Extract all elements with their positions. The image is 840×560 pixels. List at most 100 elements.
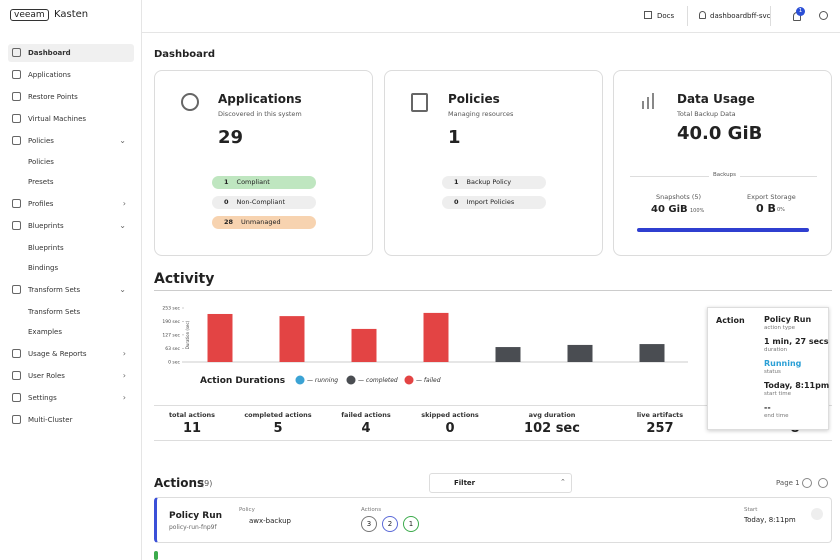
- activity-chart: 0 sec 63 sec 127 sec 190 sec 253 sec Duration…: [162, 306, 688, 386]
- nav-item[interactable]: Virtual Machines: [8, 110, 134, 128]
- tooltip-value: Today, 8:11pm: [764, 381, 830, 390]
- nav-item[interactable]: Multi-Cluster: [8, 411, 134, 429]
- stat-value: 4: [361, 421, 371, 436]
- y-axis-label: Duration (sec): [185, 320, 190, 349]
- action-name: Policy Run: [169, 511, 223, 521]
- notification-badge: 1: [796, 7, 805, 16]
- user-menu[interactable]: dashboardbff-svc: [710, 12, 771, 20]
- docs-icon: [644, 11, 652, 19]
- card-total: 40.0 GiB: [677, 123, 763, 144]
- legend-swatch: [346, 375, 356, 385]
- nav-icon: [12, 393, 21, 402]
- snapshots-label: Snapshots (5): [656, 193, 702, 201]
- nav-item[interactable]: Dashboard: [8, 44, 134, 62]
- theme-toggle[interactable]: [819, 11, 828, 20]
- pagination: Page 1: [776, 479, 800, 487]
- tooltip: Action Policy Run action type 1 min, 27 …: [707, 307, 829, 430]
- stat-value: 11: [182, 421, 202, 436]
- nav-chevron: ⌄: [119, 221, 126, 230]
- pill: 1 Backup Policy: [442, 176, 546, 189]
- card-icon: [411, 93, 428, 112]
- card-title: Policies: [448, 92, 500, 106]
- legend-swatch: [295, 375, 305, 385]
- nav-item[interactable]: Restore Points: [8, 88, 134, 106]
- nav-item[interactable]: Profiles ›: [8, 195, 134, 213]
- tooltip-label: start time: [764, 391, 791, 397]
- logo-box: veeam: [10, 9, 49, 21]
- nav-item[interactable]: Policies ⌄: [8, 132, 134, 150]
- applications-card[interactable]: Applications Discovered in this system 2…: [154, 70, 373, 256]
- nav-label: Applications: [28, 71, 71, 79]
- policy-label: Policy: [239, 507, 255, 513]
- legend-swatch: [404, 375, 414, 385]
- policies-card[interactable]: Policies Managing resources 1 1 Backup Po…: [384, 70, 603, 256]
- nav-icon: [12, 114, 21, 123]
- card-subtitle: Managing resources: [448, 110, 514, 118]
- nav-item[interactable]: Settings ›: [8, 389, 134, 407]
- chart-title: Action Durations: [200, 376, 285, 386]
- nav-item[interactable]: Transform Sets: [8, 303, 134, 321]
- action-row[interactable]: Policy Run policy-run-fnp9f Policy awx-b…: [154, 497, 832, 543]
- nav-icon: [12, 415, 21, 424]
- card-title: Applications: [218, 92, 302, 106]
- filter-box[interactable]: Filter ⌃: [429, 473, 572, 493]
- nav-icon: [12, 92, 21, 101]
- nav-label: Settings: [28, 394, 57, 402]
- export-value: 0 B: [756, 202, 776, 215]
- nav-item[interactable]: Transform Sets ⌄: [8, 281, 134, 299]
- nav-label: Dashboard: [28, 49, 71, 57]
- nav-label: Policies: [28, 137, 54, 145]
- badge: 1: [403, 516, 419, 532]
- docs-link[interactable]: Docs: [657, 12, 675, 20]
- stat-value: 102 sec: [524, 421, 580, 436]
- tooltip-heading: Action: [716, 316, 745, 325]
- next-row-edge: [154, 551, 158, 560]
- card-title: Data Usage: [677, 92, 755, 106]
- stat-label: live artifacts: [636, 411, 684, 419]
- pill-label: Non-Compliant: [236, 198, 286, 206]
- nav-icon: [12, 285, 21, 294]
- nav-item[interactable]: Applications: [8, 66, 134, 84]
- sidebar: veeam Kasten Dashboard Applications Restor…: [0, 0, 142, 560]
- divider: [154, 440, 832, 441]
- start-value: Today, 8:11pm: [744, 516, 796, 524]
- pill: 28 Unmanaged: [212, 216, 316, 229]
- tooltip-value: Running: [764, 359, 802, 368]
- pill-count: 0: [454, 198, 459, 206]
- tooltip-value: --: [764, 403, 771, 412]
- nav-item[interactable]: Presets: [8, 173, 134, 191]
- next-page[interactable]: [818, 478, 828, 488]
- badge: 3: [361, 516, 377, 532]
- legend-label: — running: [307, 377, 338, 384]
- tooltip-value: 1 min, 27 secs: [764, 337, 829, 346]
- page-title: Dashboard: [154, 49, 215, 60]
- nav-label: Multi-Cluster: [28, 416, 73, 424]
- row-menu[interactable]: [811, 508, 823, 520]
- action-id: policy-run-fnp9f: [169, 524, 217, 531]
- actions-title: Actions: [154, 476, 205, 490]
- divider: [154, 405, 832, 406]
- snapshots-value: 40 GiB: [651, 204, 688, 215]
- nav-item[interactable]: Usage & Reports ›: [8, 345, 134, 363]
- data-usage-card[interactable]: Data Usage Total Backup Data 40.0 GiB Ba…: [613, 70, 832, 256]
- bar: [351, 328, 377, 362]
- nav-item[interactable]: Blueprints: [8, 239, 134, 257]
- nav-item[interactable]: Policies: [8, 153, 134, 171]
- nav-icon: [12, 136, 21, 145]
- badge: 2: [382, 516, 398, 532]
- pill: 0 Non-Compliant: [212, 196, 316, 209]
- tooltip-value: Policy Run: [764, 315, 812, 324]
- activity-title: Activity: [154, 271, 215, 287]
- nav-item[interactable]: Bindings: [8, 259, 134, 277]
- nav-item[interactable]: User Roles ›: [8, 367, 134, 385]
- top-bar: Docs dashboardbff-svc 1: [142, 0, 840, 33]
- stat-label: total actions: [168, 411, 216, 419]
- user-icon: [699, 11, 706, 19]
- prev-page[interactable]: [802, 478, 812, 488]
- nav-label: Transform Sets: [28, 286, 81, 294]
- nav-item[interactable]: Examples: [8, 323, 134, 341]
- pill: 0 Import Policies: [442, 196, 546, 209]
- nav-item[interactable]: Blueprints ⌄: [8, 217, 134, 235]
- nav-chevron: ⌄: [119, 285, 126, 294]
- nav-chevron: ›: [122, 371, 126, 380]
